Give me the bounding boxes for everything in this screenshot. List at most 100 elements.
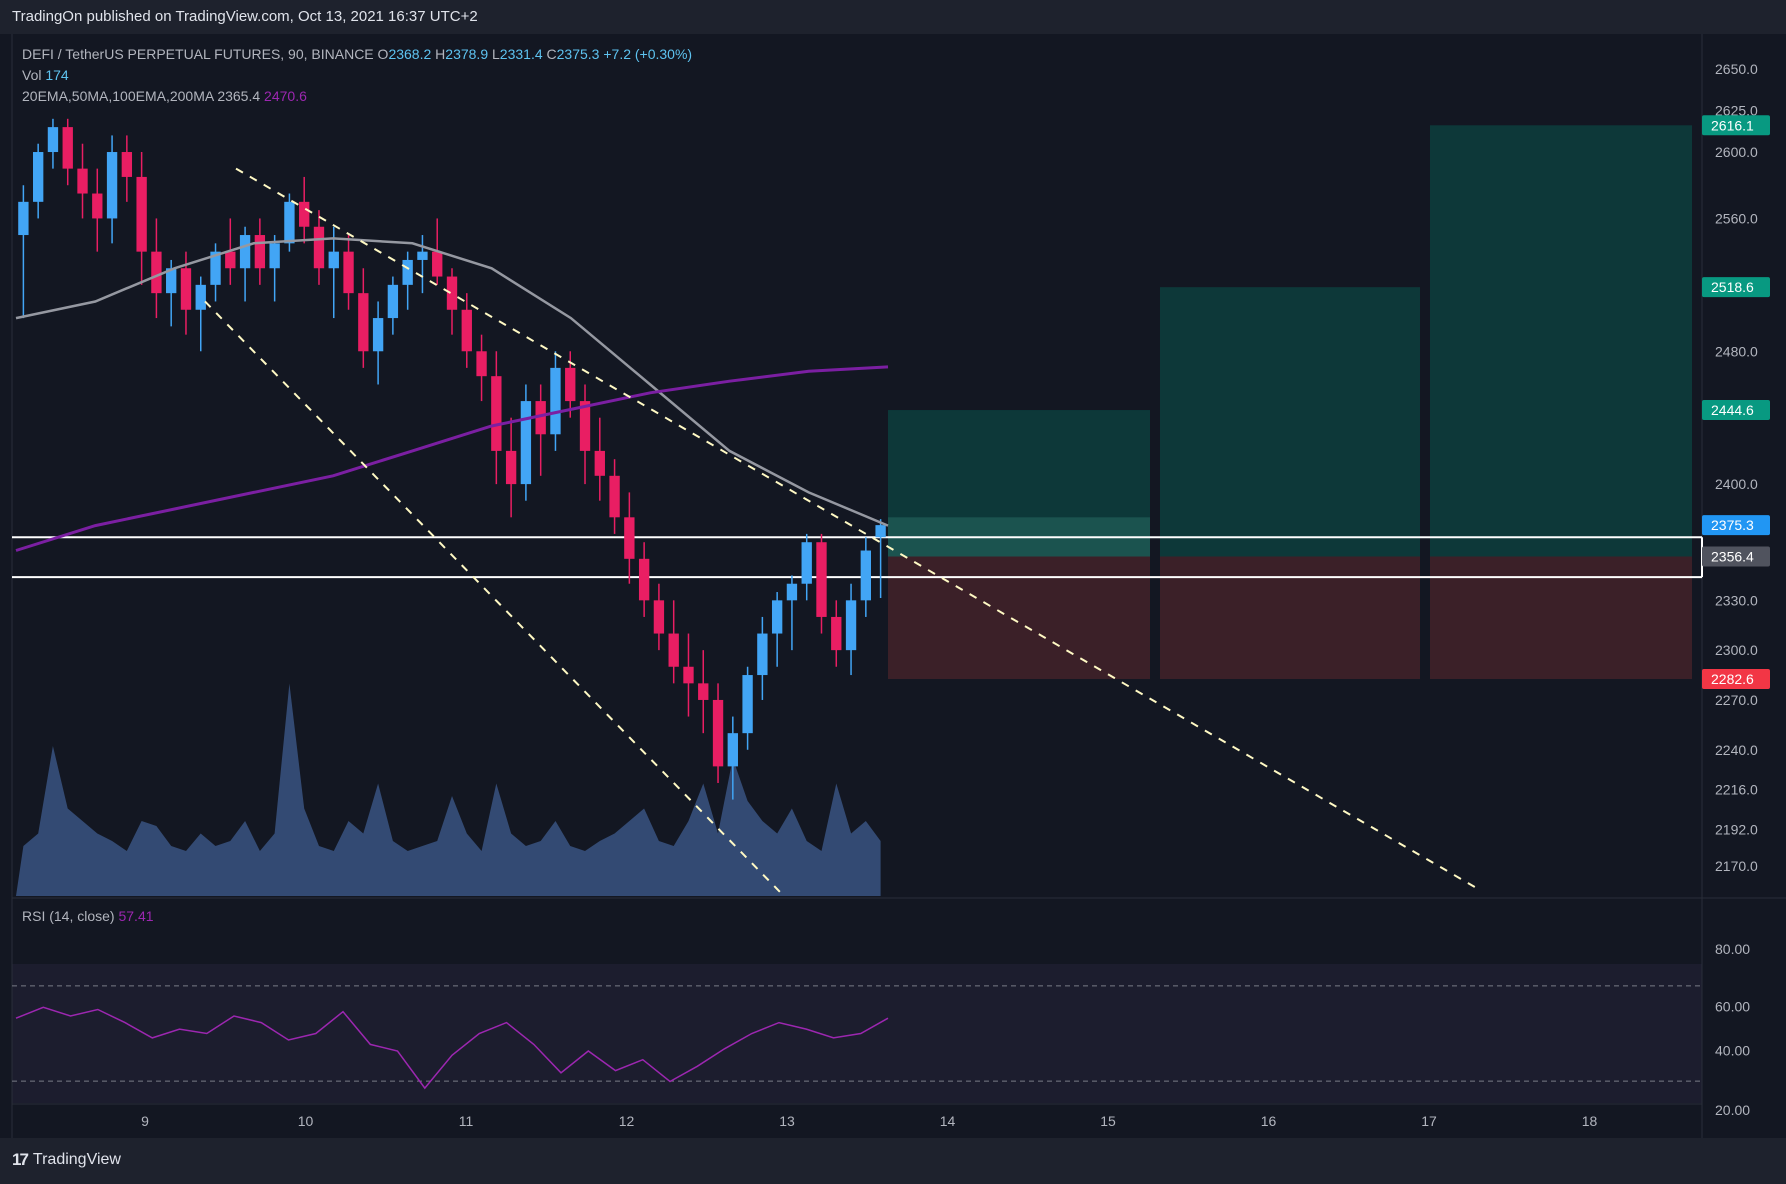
price-tag-label-1: 2518.6 — [1711, 279, 1754, 295]
candle-body-10 — [166, 268, 177, 294]
target-zone-3 — [1430, 125, 1692, 557]
date-tick-14: 14 — [940, 1113, 956, 1129]
candle-body-34 — [520, 401, 532, 485]
price-chart[interactable]: 2650.0 2625.0 2600.0 2560.0 2480.0 2400.0 2330… — [0, 34, 1786, 1138]
candle-body-47 — [712, 699, 724, 767]
footer-bar: 17 TradingView — [0, 1138, 1786, 1184]
candle-body-4 — [77, 168, 88, 194]
candle-body-42 — [638, 558, 650, 601]
price-tag-1 — [1702, 277, 1770, 298]
candle-body-5 — [92, 193, 103, 219]
candle-body-57 — [860, 550, 872, 601]
candle-body-21 — [328, 251, 339, 269]
candle-body-36 — [550, 367, 561, 435]
candle-body-39 — [594, 450, 605, 476]
price-tag-4 — [1702, 546, 1770, 567]
candle-body-29 — [446, 276, 458, 310]
rsi-label: RSI (14, close) — [22, 908, 115, 924]
candle-body-35 — [535, 401, 546, 435]
candle-body-7 — [121, 152, 133, 177]
candle-body-52 — [786, 583, 798, 601]
date-tick-17: 17 — [1421, 1113, 1437, 1129]
candle-body-16 — [254, 235, 266, 269]
candle-body-3 — [62, 127, 73, 169]
candle-body-43 — [653, 600, 665, 634]
candle-body-31 — [476, 351, 487, 377]
rsi-legend[interactable]: RSI (14, close) 57.41 — [22, 908, 154, 924]
candle-body-25 — [387, 284, 399, 319]
price-tick-3: 2560.0 — [1715, 210, 1758, 226]
candle-body-58 — [875, 525, 886, 538]
candle-body-54 — [816, 542, 827, 617]
candle-body-28 — [432, 251, 443, 277]
candle-body-27 — [417, 251, 428, 260]
price-tag-label-3: 2375.3 — [1711, 517, 1754, 533]
candle-body-50 — [757, 633, 768, 676]
candle-body-55 — [831, 616, 842, 651]
tradingview-logo[interactable]: 17 TradingView — [12, 1150, 121, 1170]
ma-200-line — [15, 365, 889, 552]
price-tick-9: 2240.0 — [1715, 742, 1758, 758]
rsi-value: 57.41 — [118, 908, 154, 924]
date-tick-9: 9 — [141, 1113, 149, 1129]
ema-100-line — [15, 237, 889, 527]
price-tick-5: 2400.0 — [1715, 476, 1758, 492]
price-tick-8: 2270.0 — [1715, 692, 1758, 708]
date-tick-12: 12 — [619, 1113, 635, 1129]
candle-body-14 — [225, 251, 236, 269]
price-tick-1: 2625.0 — [1715, 103, 1758, 119]
stop-zone-2 — [1160, 556, 1420, 680]
tradingview-logo-icon: 17 — [12, 1150, 29, 1169]
date-tick-15: 15 — [1100, 1113, 1116, 1129]
candle-body-8 — [136, 176, 147, 252]
stop-zone-3 — [1430, 556, 1692, 680]
price-tag-label-0: 2616.1 — [1711, 117, 1754, 133]
publisher-bar: TradingOn published on TradingView.com, … — [0, 0, 1786, 34]
price-tick-7: 2300.0 — [1715, 642, 1758, 658]
price-tag-2 — [1702, 400, 1770, 421]
candle-body-18 — [284, 201, 295, 244]
candle-body-2 — [47, 127, 59, 153]
candle-body-30 — [461, 309, 472, 352]
date-tick-16: 16 — [1261, 1113, 1277, 1129]
rsi-line — [15, 1006, 889, 1090]
candle-body-17 — [269, 243, 280, 269]
candle-body-22 — [343, 251, 354, 294]
candle-body-20 — [313, 226, 325, 269]
candle-body-1 — [32, 152, 44, 202]
candle-body-44 — [668, 633, 679, 667]
price-tag-3 — [1702, 515, 1770, 536]
date-tick-10: 10 — [298, 1113, 314, 1129]
candle-body-9 — [151, 251, 162, 294]
volume-area — [16, 683, 881, 896]
price-tick-0: 2650.0 — [1715, 61, 1758, 77]
stop-zone-1 — [888, 556, 1150, 680]
date-tick-18: 18 — [1582, 1113, 1598, 1129]
candle-body-0 — [18, 201, 29, 236]
date-tick-11: 11 — [459, 1113, 474, 1129]
candle-body-56 — [845, 600, 857, 651]
candle-body-45 — [683, 666, 694, 684]
candle-body-40 — [609, 475, 620, 518]
candle-body-12 — [195, 284, 206, 310]
candle-body-49 — [742, 675, 753, 734]
price-tick-10: 2216.0 — [1715, 782, 1758, 798]
candle-body-26 — [402, 259, 413, 285]
rsi-tick-3: 20.00 — [1715, 1102, 1750, 1118]
candle-body-33 — [505, 450, 517, 485]
price-tick-2: 2600.0 — [1715, 144, 1758, 160]
price-tag-0 — [1702, 115, 1770, 136]
date-tick-13: 13 — [779, 1113, 795, 1129]
candle-body-19 — [299, 201, 310, 227]
candle-body-41 — [624, 517, 635, 559]
candle-body-53 — [801, 542, 812, 584]
rsi-tick-1: 60.00 — [1715, 999, 1750, 1015]
price-tick-6: 2330.0 — [1715, 592, 1758, 608]
rsi-tick-2: 40.00 — [1715, 1042, 1750, 1058]
candle-body-46 — [698, 683, 709, 700]
rsi-tick-0: 80.00 — [1715, 941, 1750, 957]
price-tag-label-2: 2444.6 — [1711, 402, 1754, 418]
candle-body-32 — [491, 376, 502, 451]
price-tag-label-5: 2282.6 — [1711, 671, 1754, 687]
footer-brand: TradingView — [32, 1151, 121, 1168]
